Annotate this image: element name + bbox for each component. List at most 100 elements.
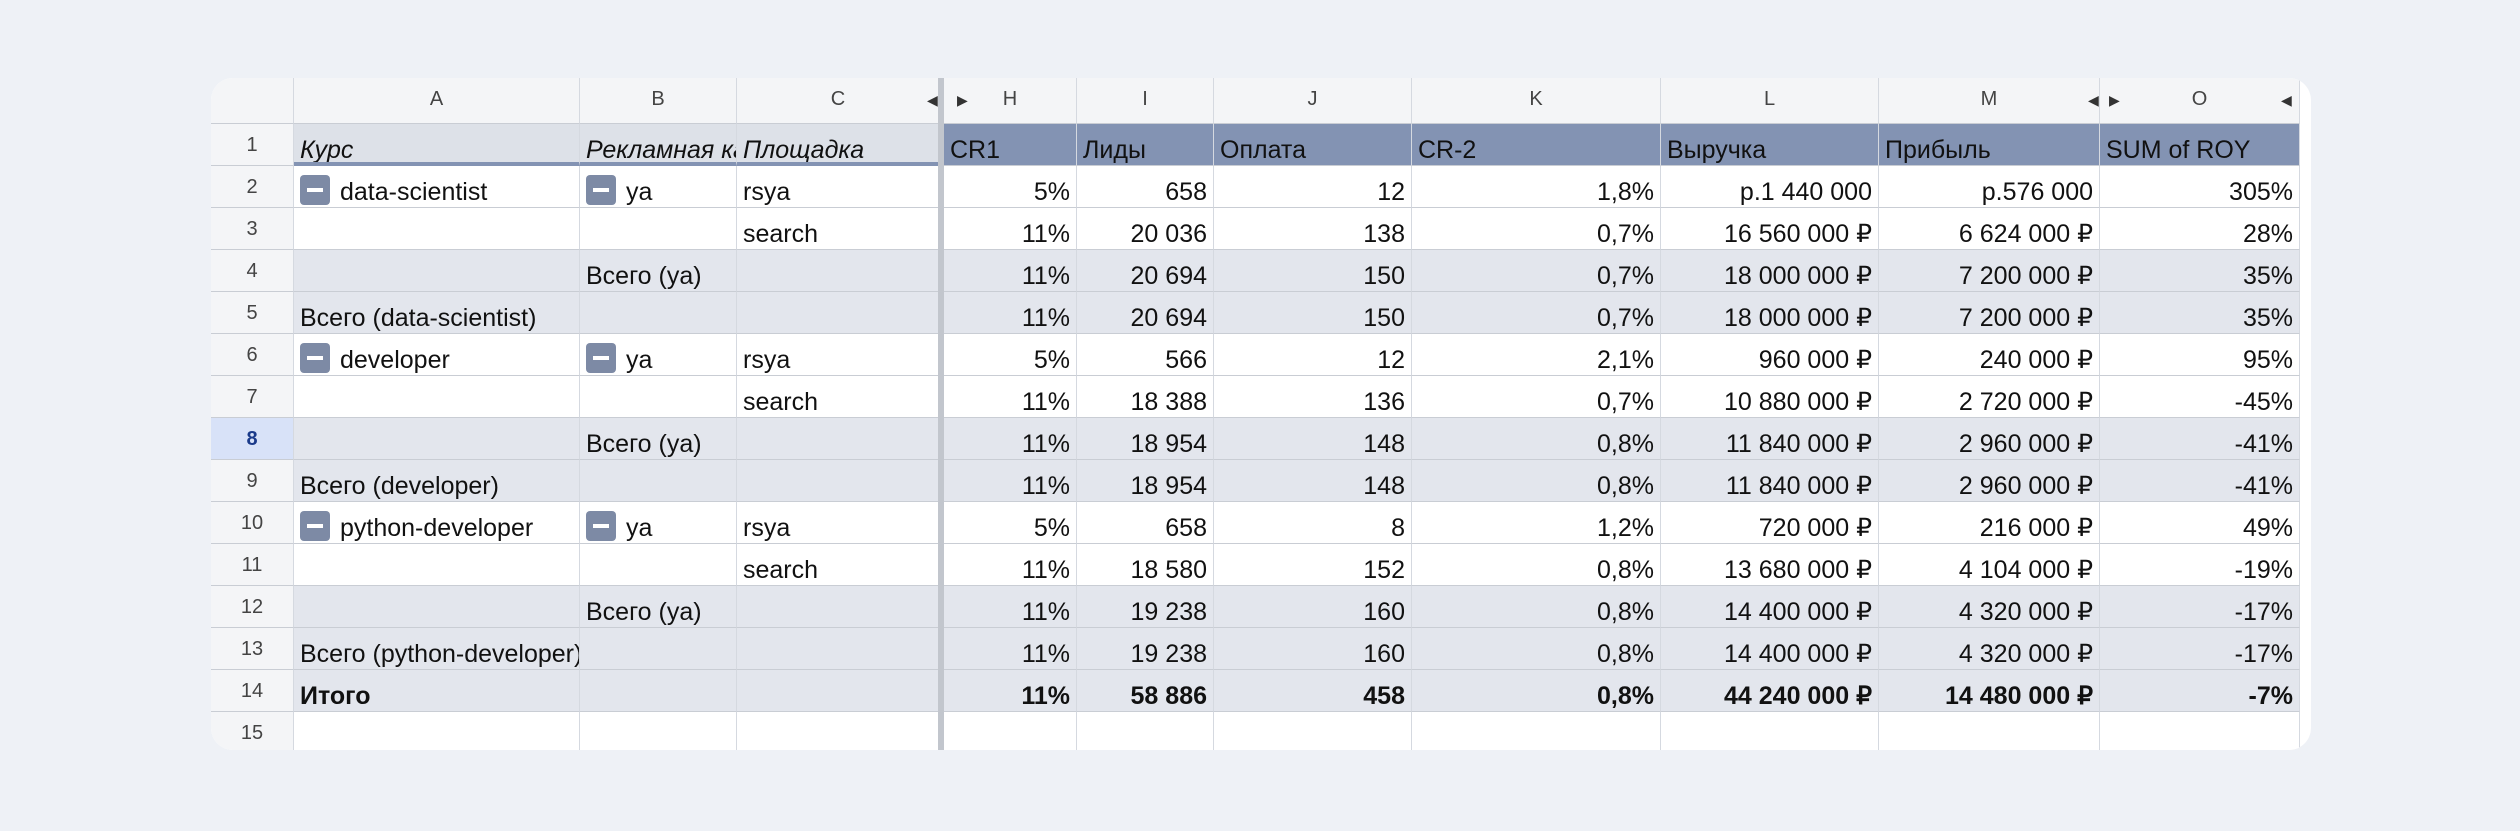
row-number[interactable]: 8 (211, 418, 294, 460)
cell-cr2[interactable]: 1,8% (1412, 166, 1661, 208)
cell-rev[interactable]: 10 880 000 ₽ (1661, 376, 1879, 418)
cell-b[interactable] (580, 208, 737, 250)
cell-c[interactable]: rsya (737, 166, 940, 208)
cell-roy[interactable]: 305% (2100, 166, 2300, 208)
cell-b[interactable] (580, 712, 737, 750)
cell-leads[interactable]: 18 388 (1077, 376, 1214, 418)
cell-b[interactable] (580, 544, 737, 586)
cell-rev[interactable]: 11 840 000 ₽ (1661, 460, 1879, 502)
cell-prof[interactable]: 4 320 000 ₽ (1879, 586, 2100, 628)
cell-a[interactable] (294, 376, 580, 418)
cell-prof[interactable]: 2 960 000 ₽ (1879, 418, 2100, 460)
cell-cr1[interactable]: 11% (944, 670, 1077, 712)
row-number[interactable]: 9 (211, 460, 294, 502)
row-number[interactable]: 14 (211, 670, 294, 712)
cell-rev[interactable]: 14 400 000 ₽ (1661, 628, 1879, 670)
cell-prof[interactable]: 216 000 ₽ (1879, 502, 2100, 544)
triangle-left-icon[interactable]: ◀ (2088, 92, 2099, 108)
column-header-a[interactable]: A (294, 78, 580, 124)
cell-cr2[interactable]: 1,2% (1412, 502, 1661, 544)
cell-cr1[interactable]: 11% (944, 544, 1077, 586)
cell-a[interactable] (294, 544, 580, 586)
pivot-header-leads[interactable]: Лиды (1077, 124, 1214, 166)
cell-cr2[interactable]: 2,1% (1412, 334, 1661, 376)
cell-leads[interactable]: 658 (1077, 166, 1214, 208)
pivot-header-cr1[interactable]: CR1 (944, 124, 1077, 166)
cell-cr2[interactable]: 0,8% (1412, 628, 1661, 670)
cell-pay[interactable]: 8 (1214, 502, 1412, 544)
row-number[interactable]: 1 (211, 124, 294, 166)
cell-a[interactable] (294, 208, 580, 250)
select-all-corner[interactable] (211, 78, 294, 124)
cell-b[interactable] (580, 376, 737, 418)
cell-a[interactable] (294, 712, 580, 750)
cell-prof[interactable]: 2 720 000 ₽ (1879, 376, 2100, 418)
cell-c[interactable] (737, 628, 940, 670)
cell-cr2[interactable]: 0,8% (1412, 418, 1661, 460)
cell-leads[interactable]: 20 694 (1077, 250, 1214, 292)
cell-leads[interactable]: 18 954 (1077, 460, 1214, 502)
cell-prof[interactable]: 240 000 ₽ (1879, 334, 2100, 376)
row-number[interactable]: 11 (211, 544, 294, 586)
cell-a[interactable] (294, 250, 580, 292)
cell-b[interactable]: ya (580, 166, 737, 208)
cell-c[interactable] (737, 292, 940, 334)
cell-roy[interactable]: -19% (2100, 544, 2300, 586)
cell-cr1[interactable]: 11% (944, 376, 1077, 418)
cell-rev[interactable]: 14 400 000 ₽ (1661, 586, 1879, 628)
cell-cr1[interactable]: 5% (944, 166, 1077, 208)
row-number[interactable]: 4 (211, 250, 294, 292)
cell-a[interactable]: data-scientist (294, 166, 580, 208)
minus-box-icon[interactable] (300, 343, 330, 374)
cell-leads[interactable]: 20 036 (1077, 208, 1214, 250)
cell-leads[interactable]: 18 580 (1077, 544, 1214, 586)
cell-cr2[interactable]: 0,7% (1412, 376, 1661, 418)
cell-prof[interactable]: 14 480 000 ₽ (1879, 670, 2100, 712)
cell-c[interactable]: rsya (737, 502, 940, 544)
cell-a[interactable] (294, 586, 580, 628)
cell-b[interactable]: Всего (ya) (580, 250, 737, 292)
cell-pay[interactable]: 12 (1214, 334, 1412, 376)
cell-b[interactable] (580, 460, 737, 502)
cell-prof[interactable] (1879, 712, 2100, 750)
cell-cr1[interactable] (944, 712, 1077, 750)
cell-b[interactable] (580, 670, 737, 712)
freeze-divider[interactable] (938, 78, 944, 750)
cell-leads[interactable]: 19 238 (1077, 628, 1214, 670)
pivot-header-c[interactable]: Площадка (737, 124, 940, 166)
cell-a[interactable]: python-developer (294, 502, 580, 544)
column-header-l[interactable]: L (1661, 78, 1879, 124)
cell-b[interactable]: ya (580, 502, 737, 544)
cell-c[interactable] (737, 460, 940, 502)
cell-b[interactable] (580, 292, 737, 334)
row-number[interactable]: 7 (211, 376, 294, 418)
cell-a[interactable]: developer (294, 334, 580, 376)
cell-cr1[interactable]: 11% (944, 418, 1077, 460)
row-number[interactable]: 3 (211, 208, 294, 250)
cell-pay[interactable]: 148 (1214, 460, 1412, 502)
minus-box-icon[interactable] (300, 511, 330, 542)
pivot-header-pay[interactable]: Оплата (1214, 124, 1412, 166)
cell-rev[interactable]: 18 000 000 ₽ (1661, 250, 1879, 292)
minus-box-icon[interactable] (586, 343, 616, 374)
cell-cr2[interactable]: 0,8% (1412, 586, 1661, 628)
column-header-m[interactable]: M (1879, 78, 2100, 124)
triangle-right-icon[interactable]: ▶ (2109, 92, 2120, 108)
cell-c[interactable] (737, 418, 940, 460)
pivot-header-a[interactable]: Курс (294, 124, 580, 166)
cell-cr2[interactable]: 0,8% (1412, 544, 1661, 586)
cell-prof[interactable]: 7 200 000 ₽ (1879, 292, 2100, 334)
triangle-left-icon[interactable]: ◀ (927, 92, 938, 108)
cell-b[interactable]: ya (580, 334, 737, 376)
column-header-b[interactable]: B (580, 78, 737, 124)
row-number[interactable]: 10 (211, 502, 294, 544)
cell-cr2[interactable]: 0,7% (1412, 208, 1661, 250)
cell-roy[interactable] (2100, 712, 2300, 750)
cell-cr1[interactable]: 5% (944, 502, 1077, 544)
cell-b[interactable]: Всего (ya) (580, 418, 737, 460)
cell-rev[interactable]: 720 000 ₽ (1661, 502, 1879, 544)
cell-prof[interactable]: 7 200 000 ₽ (1879, 250, 2100, 292)
cell-c[interactable]: search (737, 376, 940, 418)
cell-pay[interactable]: 150 (1214, 292, 1412, 334)
cell-b[interactable] (580, 628, 737, 670)
